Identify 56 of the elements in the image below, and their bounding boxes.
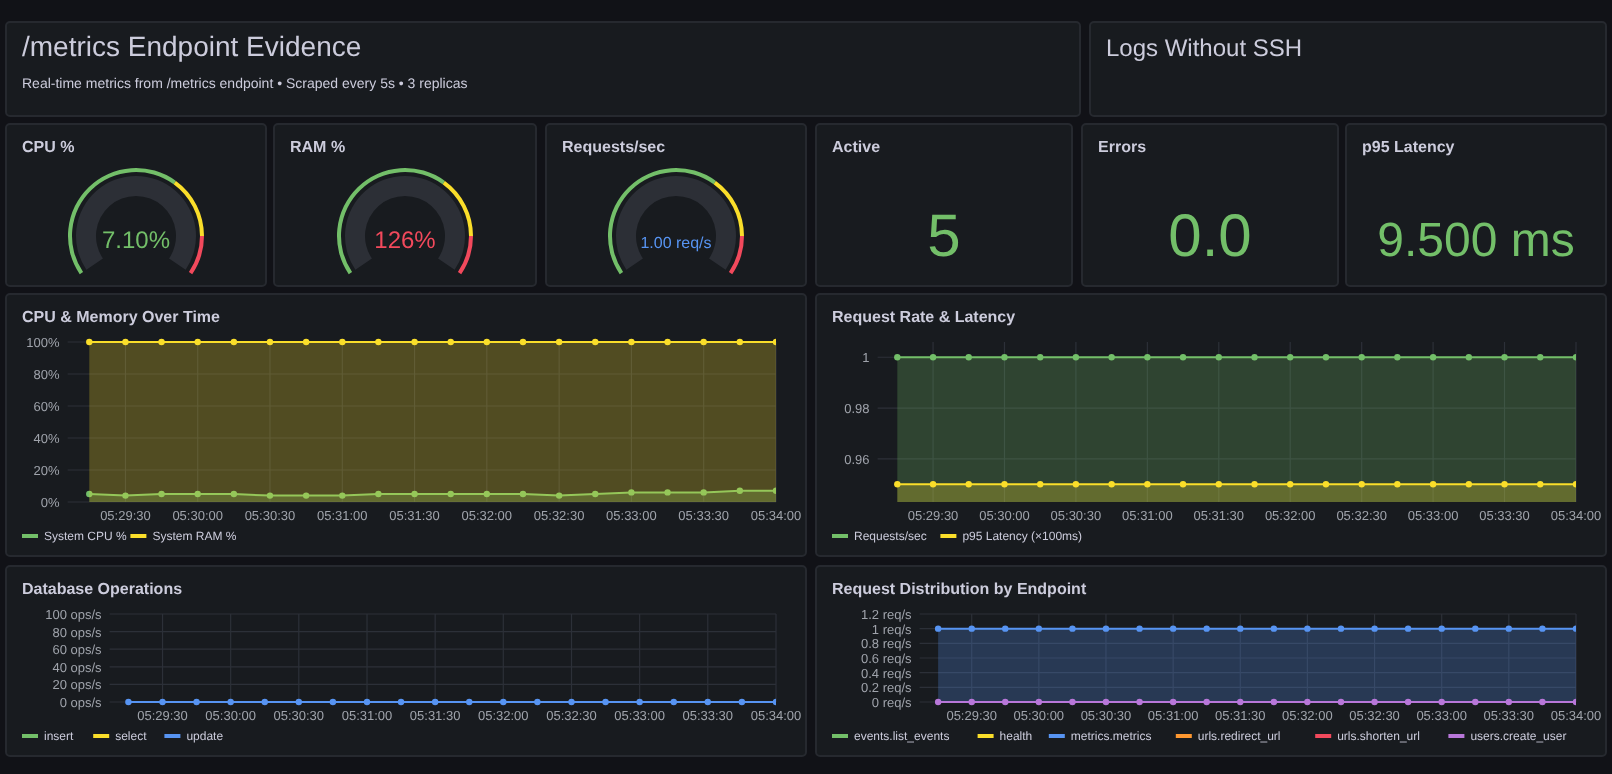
point <box>628 338 635 346</box>
chart-title: Database Operations <box>22 580 184 598</box>
chart-title: CPU & Memory Over Time <box>22 308 222 326</box>
point <box>411 338 418 346</box>
text: 1.00 req/s <box>640 234 712 252</box>
text: 9.500 ms <box>1377 214 1575 268</box>
text: RAM % <box>290 138 346 156</box>
point <box>736 487 744 494</box>
text: 126% <box>374 226 436 254</box>
point <box>483 338 491 346</box>
point <box>519 490 527 498</box>
point <box>519 338 527 346</box>
point <box>375 338 382 346</box>
point <box>230 338 238 346</box>
text: /metrics Endpoint Evidence <box>22 30 362 62</box>
point <box>555 338 563 346</box>
text: 7.10% <box>101 226 171 254</box>
point <box>447 490 454 498</box>
point <box>194 338 201 346</box>
text: Errors <box>1098 138 1148 156</box>
point <box>483 490 491 498</box>
text: 5 <box>927 204 961 270</box>
point <box>700 489 707 496</box>
point <box>339 492 346 499</box>
point <box>375 490 382 498</box>
point <box>664 489 671 496</box>
point <box>447 338 454 346</box>
point <box>592 338 599 346</box>
point <box>302 338 310 346</box>
point <box>86 338 93 346</box>
point <box>339 338 346 346</box>
point <box>86 490 93 498</box>
text: CPU % <box>22 138 75 156</box>
point <box>122 338 129 346</box>
point <box>266 338 274 346</box>
text: Requests/sec <box>562 138 667 156</box>
text: Logs Without SSH <box>1106 34 1303 62</box>
text: 0.0 <box>1168 204 1252 270</box>
point <box>302 492 310 499</box>
point <box>628 489 635 496</box>
point <box>230 490 238 498</box>
point <box>700 338 707 346</box>
chart-title: Request Rate & Latency <box>832 308 1017 326</box>
point <box>194 490 201 498</box>
point <box>122 492 129 499</box>
point <box>158 490 165 498</box>
point <box>555 492 563 499</box>
point <box>736 338 744 346</box>
chart-title: Request Distribution by Endpoint <box>832 580 1087 598</box>
point <box>266 492 274 499</box>
point <box>411 490 418 498</box>
point <box>158 338 165 346</box>
text: Active <box>832 138 882 156</box>
text: p95 Latency <box>1362 138 1456 156</box>
point <box>664 338 671 346</box>
point <box>592 490 599 498</box>
